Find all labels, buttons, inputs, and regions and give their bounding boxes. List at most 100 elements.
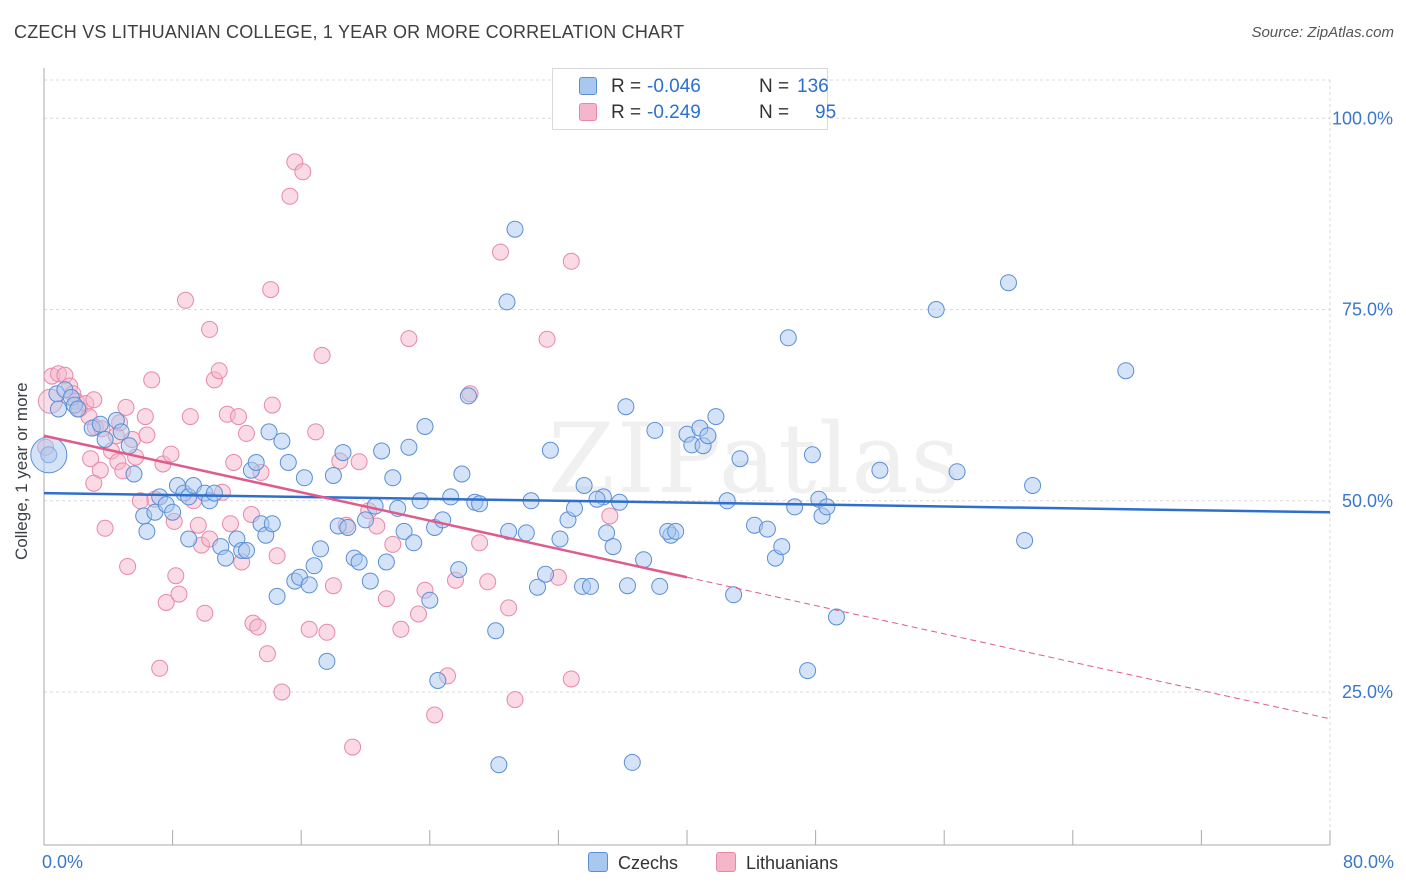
czechs-point (1117, 362, 1135, 380)
czechs-point (529, 578, 546, 596)
czechs-point (334, 444, 352, 462)
x-tick-min: 0.0% (42, 852, 84, 872)
czechs-point (871, 461, 889, 479)
czechs-point (400, 438, 418, 456)
lithuanians-point (426, 706, 444, 724)
czechs-point (138, 522, 156, 540)
bottom-legend-czechs[interactable]: Czechs (588, 852, 678, 874)
lithuanians-point (181, 408, 199, 426)
lithuanians-point (143, 371, 161, 389)
lithuanians-point (249, 618, 267, 636)
czechs-point (828, 608, 845, 626)
lithuanians-point (222, 515, 239, 533)
czechs-point (498, 293, 516, 311)
czechs-point (651, 577, 669, 595)
czechs-point (731, 450, 749, 468)
lithuanians-point (313, 346, 331, 364)
czechs-point (263, 515, 281, 533)
lithuanians-point (300, 620, 318, 638)
legend-n-label: N = (759, 102, 790, 123)
lithuanians-point (85, 474, 103, 492)
bottom-legend-czechs-label: Czechs (618, 853, 679, 873)
lithuanians-point (96, 519, 114, 537)
lithuanians-point (151, 659, 169, 677)
czechs-point (453, 465, 471, 483)
czechs-point (279, 454, 297, 471)
lithuanians-point (377, 590, 395, 608)
czechs-point (312, 540, 329, 558)
lithuanians-point (601, 507, 619, 525)
czechs-point (617, 398, 635, 416)
lithuanians-point (210, 362, 228, 380)
lithuanians-point (471, 534, 489, 552)
czechs-point (260, 423, 278, 441)
czechs-point (416, 418, 434, 435)
legend-r-label: R = (611, 76, 642, 97)
czechs-point (217, 549, 235, 567)
lithuanians-point (263, 396, 281, 414)
czechs-point (927, 301, 945, 318)
czechs-point (459, 387, 477, 405)
czechs-point (295, 469, 313, 487)
trend-lines (43, 434, 1331, 720)
czechs-point (699, 427, 717, 445)
czechs-point (718, 492, 736, 510)
lithuanians-point (177, 291, 194, 309)
czechs-point (350, 553, 368, 571)
czechs-point (180, 530, 198, 548)
czechs-point (588, 490, 606, 508)
lithuanians-point (506, 691, 524, 709)
lithuanians-point (281, 187, 299, 205)
czechs-swatch (579, 77, 597, 95)
czechs-point (69, 400, 87, 418)
czechs-point (598, 524, 616, 542)
czechs-point (758, 520, 776, 538)
lithuanians-point (492, 243, 509, 261)
y-tick-label: 25.0% (1342, 682, 1393, 702)
czechs-point (803, 446, 821, 464)
czechs-point (487, 622, 505, 640)
czechs-point (50, 400, 67, 418)
czechs-point (773, 538, 791, 556)
czechs-point (305, 557, 323, 575)
x-tick-max: 80.0% (1342, 852, 1394, 872)
czechs-point (357, 511, 374, 529)
lithuanians-point (136, 408, 154, 426)
y-tick-label: 100.0% (1332, 108, 1393, 128)
legend-czechs-r: -0.046 (647, 76, 701, 97)
legend-czechs-n: 136 (797, 76, 829, 97)
czechs-point (96, 431, 114, 448)
czechs-point (707, 408, 725, 426)
czechs-point (1000, 274, 1017, 292)
czechs-point (1016, 532, 1034, 549)
czechs-point (91, 415, 109, 433)
czechs-point (948, 463, 966, 481)
czechs-point (604, 538, 622, 556)
czechs-point (667, 522, 685, 540)
bottom-legend-lithuanians[interactable]: Lithuanians (716, 852, 838, 874)
czechs-point (619, 577, 636, 595)
lithuanians-point (479, 573, 497, 591)
legend-r-label: R = (611, 102, 642, 123)
legend-n-label: N = (759, 76, 790, 97)
lithuanians-point (196, 604, 214, 622)
czechs-point (205, 484, 223, 502)
czechs-point (377, 553, 395, 571)
czechs-point (818, 498, 836, 516)
lithuanians-point (392, 620, 410, 638)
czechs-point (537, 565, 554, 583)
czechs-point (421, 591, 439, 609)
czechs-point (411, 492, 429, 510)
legend-lithuanians-n: 95 (815, 102, 837, 123)
lithuanians-point (167, 567, 185, 585)
czechs-point (1024, 477, 1042, 494)
lithuanians-point (538, 330, 556, 348)
lithuanians-point (384, 535, 402, 553)
czechs-point (429, 672, 447, 689)
lithuanians-point (500, 599, 518, 617)
source-label: Source: ZipAtlas.com (1251, 24, 1394, 41)
czechs-points (30, 220, 1135, 774)
czechs-point-large (30, 436, 68, 474)
correlation-legend: R = -0.046 N = 136 R = -0.249 N = 95 (552, 68, 836, 130)
lithuanians-point (85, 391, 103, 409)
